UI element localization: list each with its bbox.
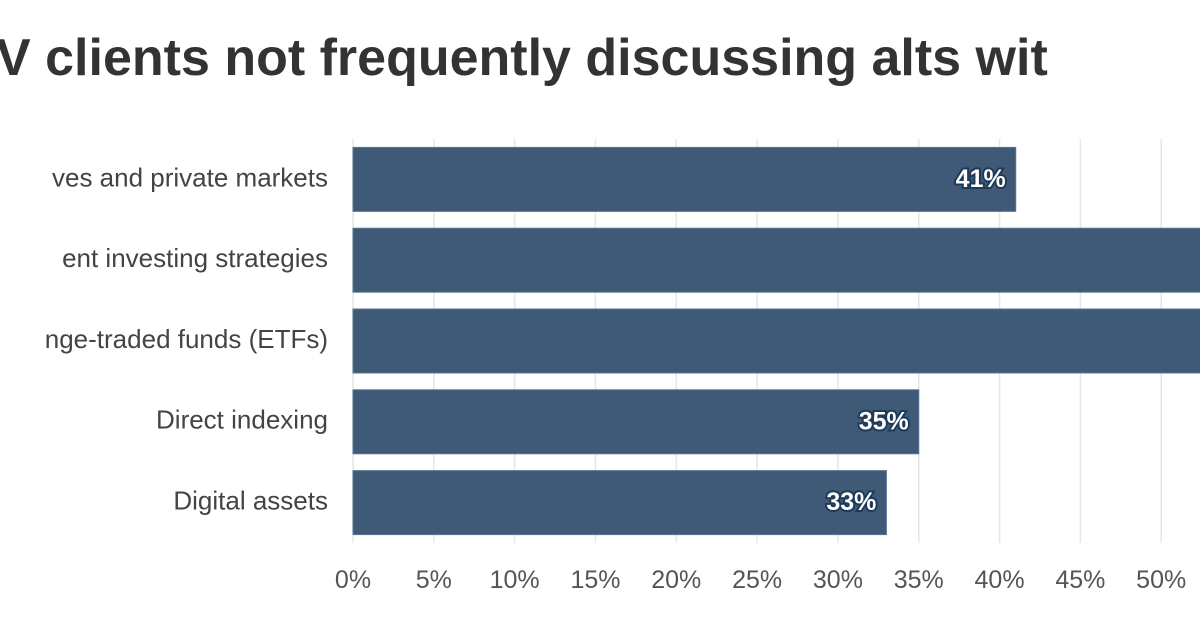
category-label: ent investing strategies [62,243,328,273]
bar [352,308,1200,374]
bar [352,470,887,536]
x-tick-label: 35% [894,566,944,594]
bar [352,389,920,455]
data-label: 35% [859,407,909,435]
x-tick-label: 30% [813,566,863,594]
bar [352,146,1017,212]
bars [352,146,1200,536]
data-label: 41% [956,165,1006,193]
chart-title: V clients not frequently discussing alts… [0,29,1048,87]
x-tick-label: 10% [490,566,540,594]
x-tick-label: 50% [1136,566,1186,594]
data-label: 33% [826,488,876,516]
x-tick-label: 5% [416,566,452,594]
bar [352,227,1200,293]
category-label: Digital assets [173,485,328,515]
category-label: Direct indexing [156,405,328,435]
category-label: ves and private markets [52,162,328,192]
x-tick-label: 0% [335,566,371,594]
x-tick-label: 20% [651,566,701,594]
x-tick-label: 15% [570,566,620,594]
x-tick-label: 40% [975,566,1025,594]
labels: 0% 5% 10% 15% 20% 25% 30% 35% 40% 45% 50% ves and p… [45,162,1186,594]
x-tick-label: 45% [1055,566,1105,594]
category-label: nge-traded funds (ETFs) [45,324,328,354]
x-tick-label: 25% [732,566,782,594]
